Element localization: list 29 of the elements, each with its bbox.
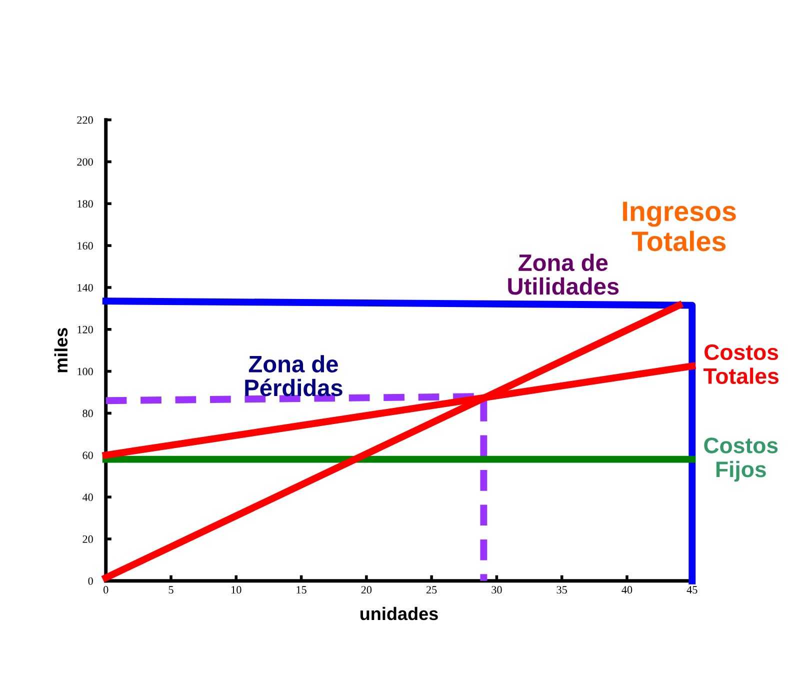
annotation: Zona de Utilidades (508, 254, 619, 295)
y-axis-title: miles (54, 328, 68, 372)
x-tick-label: 5 (168, 586, 174, 594)
x-tick-label: 0 (104, 586, 108, 594)
y-tick-label: 220 (77, 116, 93, 124)
y-tick-label: 80 (82, 410, 93, 418)
y-tick-label: 180 (78, 200, 93, 208)
y-tick-label: 200 (77, 158, 93, 166)
y-tick-label: 20 (82, 535, 93, 543)
x-tick-label: 25 (426, 586, 437, 594)
x-tick-label: 10 (232, 586, 242, 594)
x-tick-label: 15 (296, 586, 306, 594)
series-label: Costos Totales (703, 344, 778, 384)
y-tick-label: 0 (88, 577, 93, 585)
series-label: Costos Fijos (704, 438, 778, 482)
text: Ingresos Totales (623, 202, 736, 252)
y-tick-label: 120 (78, 326, 93, 334)
y-tick-label: 60 (82, 452, 93, 460)
x-tick-label: 30 (492, 586, 502, 594)
x-axis-title: unidades (360, 606, 438, 620)
annotation: Zona de Pérdidas (245, 355, 342, 396)
y-tick-label: 160 (78, 242, 93, 250)
x-tick-label: 35 (556, 586, 567, 594)
x-tick-label: 45 (686, 586, 698, 594)
y-tick-label: 100 (78, 368, 93, 376)
y-tick-label: 40 (82, 494, 93, 502)
x-tick-label: 40 (622, 586, 632, 594)
y-tick-label: 140 (78, 284, 93, 292)
x-tick-label: 20 (361, 586, 372, 594)
